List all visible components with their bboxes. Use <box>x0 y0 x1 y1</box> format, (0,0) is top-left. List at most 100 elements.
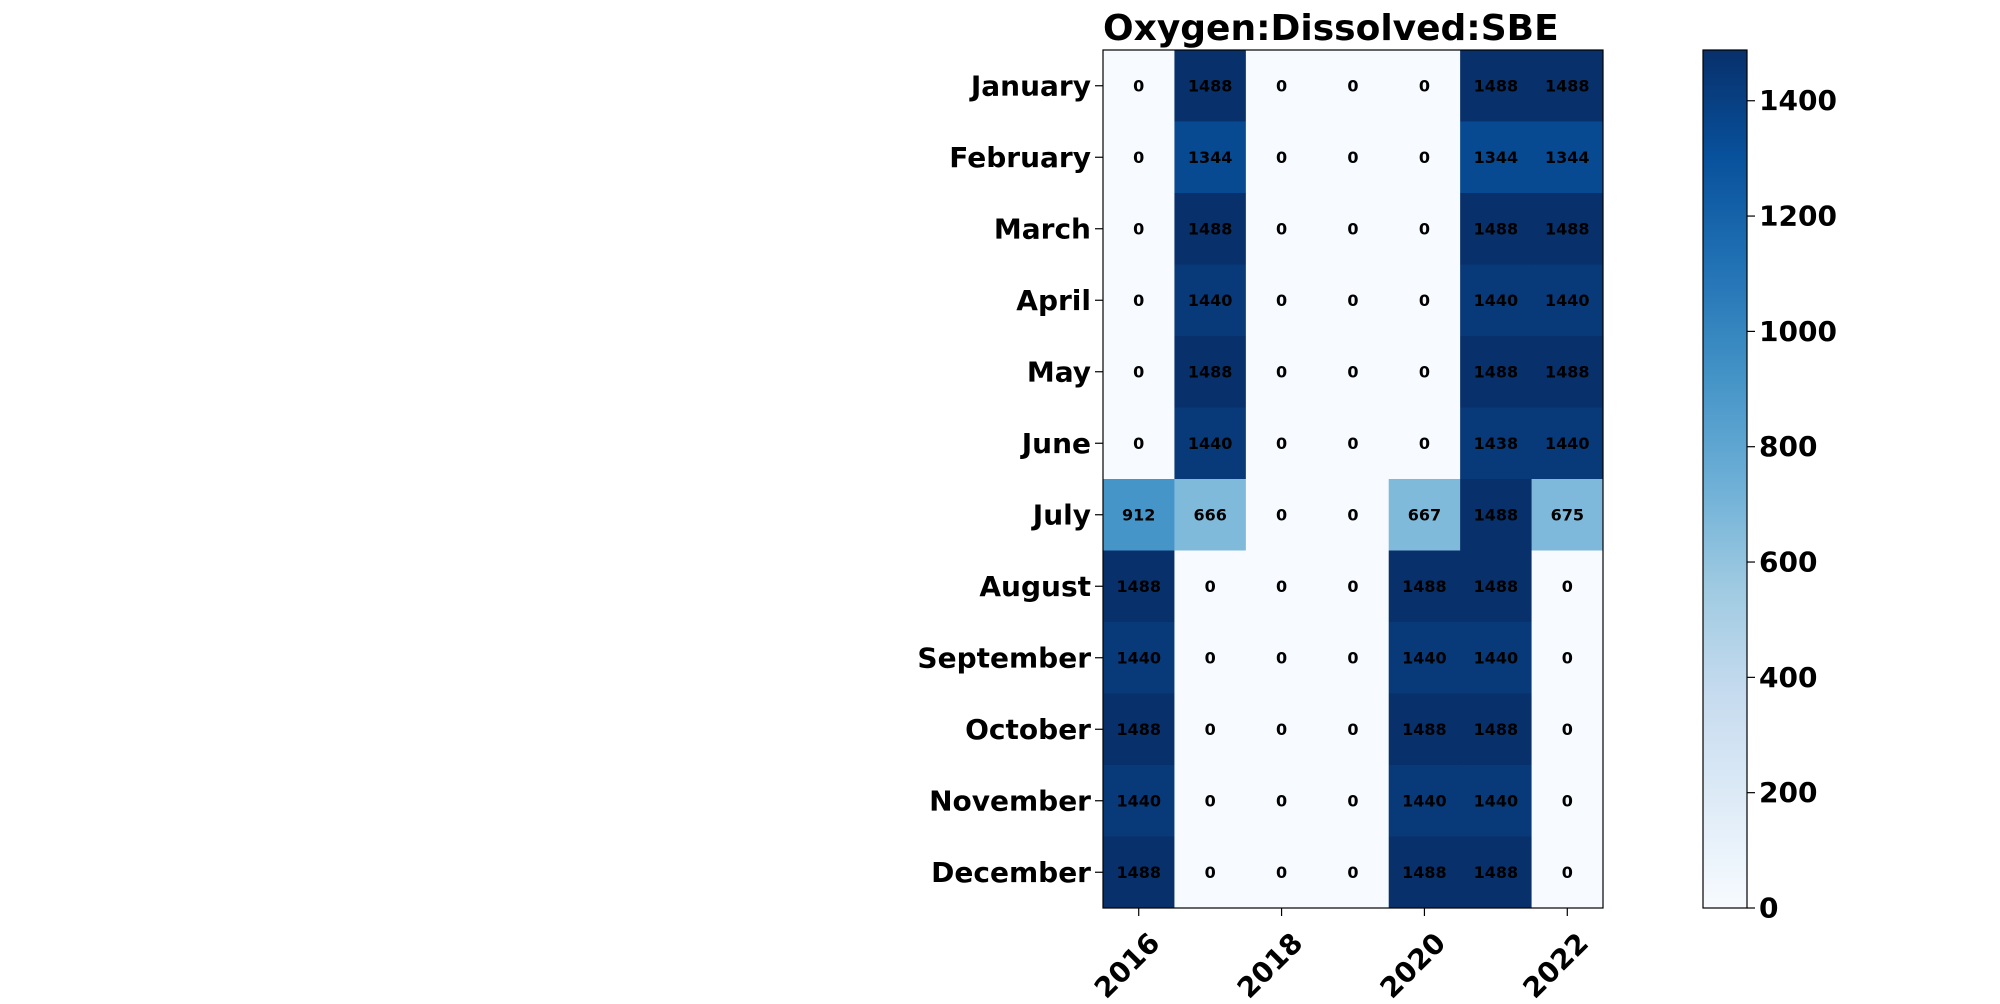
cell-value-label: 0 <box>1276 648 1287 667</box>
heatmap-cell <box>1388 693 1461 766</box>
x-tick-label: 2022 <box>1516 926 1594 1000</box>
y-tick-label: May <box>1027 355 1091 388</box>
cell-value-label: 0 <box>1276 505 1287 524</box>
cell-value-label: 666 <box>1193 505 1226 524</box>
heatmap-cell <box>1531 121 1604 194</box>
cell-value-label: 1440 <box>1474 291 1519 310</box>
colorbar <box>1702 49 1748 909</box>
heatmap-cell <box>1460 765 1533 837</box>
cell-value-labels: 0 1488 0 0 0 1488 1488 0 1344 0 0 0 1344 1344 0 1488 0 0 0… <box>1116 76 1589 882</box>
y-tick-label: April <box>1016 284 1091 317</box>
heatmap-cell <box>1460 336 1533 408</box>
cell-value-label: 0 <box>1276 434 1287 453</box>
y-tick-label: March <box>994 212 1091 245</box>
heatmap-cell <box>1245 50 1318 122</box>
cell-value-label: 1488 <box>1402 720 1447 739</box>
heatmap-cell <box>1317 836 1390 909</box>
cell-value-label: 1488 <box>1188 219 1233 238</box>
heatmap-cell <box>1317 193 1390 265</box>
cell-value-label: 1488 <box>1188 362 1233 381</box>
colorbar-tick-label: 1000 <box>1759 315 1837 348</box>
heatmap-cell <box>1317 264 1390 337</box>
cell-value-label: 0 <box>1347 720 1358 739</box>
heatmap-cell <box>1388 550 1461 623</box>
cell-value-label: 0 <box>1205 791 1216 810</box>
colorbar-tick-label: 1200 <box>1759 200 1837 233</box>
heatmap-cell <box>1317 336 1390 408</box>
cell-value-label: 1488 <box>1545 362 1590 381</box>
colorbar-tick-label: 600 <box>1759 546 1817 579</box>
y-tick-label: July <box>1031 498 1091 531</box>
heatmap-cell <box>1460 550 1533 623</box>
heatmap-cell <box>1103 765 1175 837</box>
cell-value-label: 1440 <box>1545 434 1590 453</box>
heatmap-cells <box>1103 50 1604 909</box>
cell-value-label: 0 <box>1347 648 1358 667</box>
cell-value-label: 0 <box>1205 720 1216 739</box>
cell-value-label: 0 <box>1205 577 1216 596</box>
heatmap-cell <box>1174 479 1247 551</box>
cell-value-label: 0 <box>1419 434 1430 453</box>
y-tick-label: October <box>965 713 1091 746</box>
heatmap-cell <box>1103 407 1175 480</box>
y-tick-label: August <box>979 570 1091 603</box>
cell-value-label: 0 <box>1347 76 1358 95</box>
y-axis: January February March April May June July Augu… <box>917 69 1103 889</box>
cell-value-label: 675 <box>1551 505 1584 524</box>
cell-value-label: 1488 <box>1474 720 1519 739</box>
x-tick-label: 2016 <box>1088 926 1166 1000</box>
cell-value-label: 0 <box>1562 648 1573 667</box>
heatmap-cell <box>1174 765 1247 837</box>
cell-value-label: 1488 <box>1116 720 1161 739</box>
cell-value-label: 0 <box>1347 791 1358 810</box>
heatmap-cell <box>1317 407 1390 480</box>
heatmap-cell <box>1103 479 1175 551</box>
heatmap-cell <box>1460 193 1533 265</box>
cell-value-label: 1344 <box>1474 148 1519 167</box>
cell-value-label: 0 <box>1133 76 1144 95</box>
cell-value-label: 0 <box>1347 362 1358 381</box>
cell-value-label: 0 <box>1347 863 1358 882</box>
cell-value-label: 0 <box>1276 791 1287 810</box>
cell-value-label: 0 <box>1562 863 1573 882</box>
cell-value-label: 0 <box>1347 505 1358 524</box>
heatmap-cell <box>1531 836 1604 909</box>
cell-value-label: 0 <box>1562 791 1573 810</box>
cell-value-label: 1488 <box>1188 76 1233 95</box>
heatmap-cell <box>1388 193 1461 265</box>
cell-value-label: 0 <box>1276 148 1287 167</box>
heatmap-cell <box>1103 550 1175 623</box>
cell-value-label: 0 <box>1419 148 1430 167</box>
cell-value-label: 1440 <box>1545 291 1590 310</box>
heatmap-cell <box>1317 121 1390 194</box>
heatmap-cell <box>1317 693 1390 766</box>
heatmap-cell <box>1388 336 1461 408</box>
heatmap-cell <box>1245 550 1318 623</box>
heatmap-cell <box>1460 264 1533 337</box>
cell-value-label: 1440 <box>1474 648 1519 667</box>
heatmap-cell <box>1245 407 1318 480</box>
cell-value-label: 912 <box>1122 505 1155 524</box>
colorbar-tick-label: 0 <box>1759 892 1778 925</box>
cell-value-label: 0 <box>1133 434 1144 453</box>
heatmap-cell <box>1245 336 1318 408</box>
cell-value-label: 1440 <box>1402 648 1447 667</box>
cell-value-label: 1488 <box>1545 76 1590 95</box>
heatmap-cell <box>1174 550 1247 623</box>
cell-value-label: 1440 <box>1188 291 1233 310</box>
heatmap-cell <box>1317 765 1390 837</box>
heatmap-cell <box>1460 479 1533 551</box>
cell-value-label: 0 <box>1133 219 1144 238</box>
heatmap-cell <box>1317 50 1390 122</box>
heatmap-cell <box>1317 550 1390 623</box>
cell-value-label: 0 <box>1347 434 1358 453</box>
heatmap-cell <box>1531 693 1604 766</box>
heatmap-cell <box>1103 264 1175 337</box>
heatmap-cell <box>1460 121 1533 194</box>
heatmap-cell <box>1388 765 1461 837</box>
cell-value-label: 1344 <box>1188 148 1233 167</box>
heatmap-cell <box>1103 50 1175 122</box>
heatmap-cell <box>1245 622 1318 694</box>
